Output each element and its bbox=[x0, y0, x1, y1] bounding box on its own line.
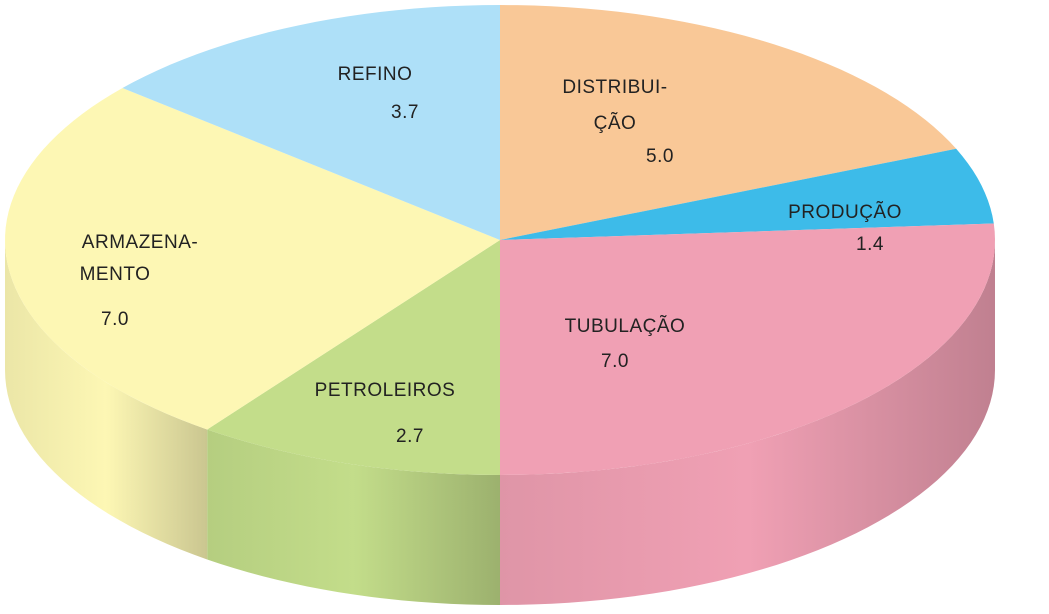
slice-label: MENTO bbox=[80, 264, 151, 285]
slice-label: ÇÃO bbox=[594, 112, 637, 134]
slice bbox=[500, 223, 995, 475]
slice-label: TUBULAÇÃO bbox=[565, 315, 686, 337]
slice-label: PRODUÇÃO bbox=[788, 201, 902, 223]
slice-label: ARMAZENA- bbox=[82, 232, 198, 253]
slice bbox=[207, 240, 500, 475]
slice-label: PETROLEIROS bbox=[315, 380, 456, 401]
value-label: 1.4 bbox=[856, 234, 884, 255]
value-label: 5.0 bbox=[646, 146, 674, 167]
slice bbox=[500, 148, 994, 240]
value-label: 7.0 bbox=[601, 351, 629, 372]
value-label: 7.0 bbox=[101, 309, 129, 330]
slice-side bbox=[5, 240, 208, 560]
value-label: 2.7 bbox=[396, 426, 424, 447]
pie-tops bbox=[5, 5, 995, 475]
slice bbox=[500, 5, 957, 240]
slice bbox=[5, 88, 501, 430]
pie-sides bbox=[5, 240, 995, 605]
slice-label: DISTRIBUI- bbox=[562, 77, 667, 98]
value-label: 3.7 bbox=[391, 102, 419, 123]
slice-side bbox=[207, 429, 500, 605]
slice-label: REFINO bbox=[338, 64, 413, 85]
labels: DISTRIBUI- ÇÃO 5.0 PRODUÇÃO 1.4 TUBULAÇÃO 7.0 P… bbox=[80, 64, 902, 447]
slice bbox=[122, 5, 501, 240]
slice-side bbox=[500, 240, 995, 605]
